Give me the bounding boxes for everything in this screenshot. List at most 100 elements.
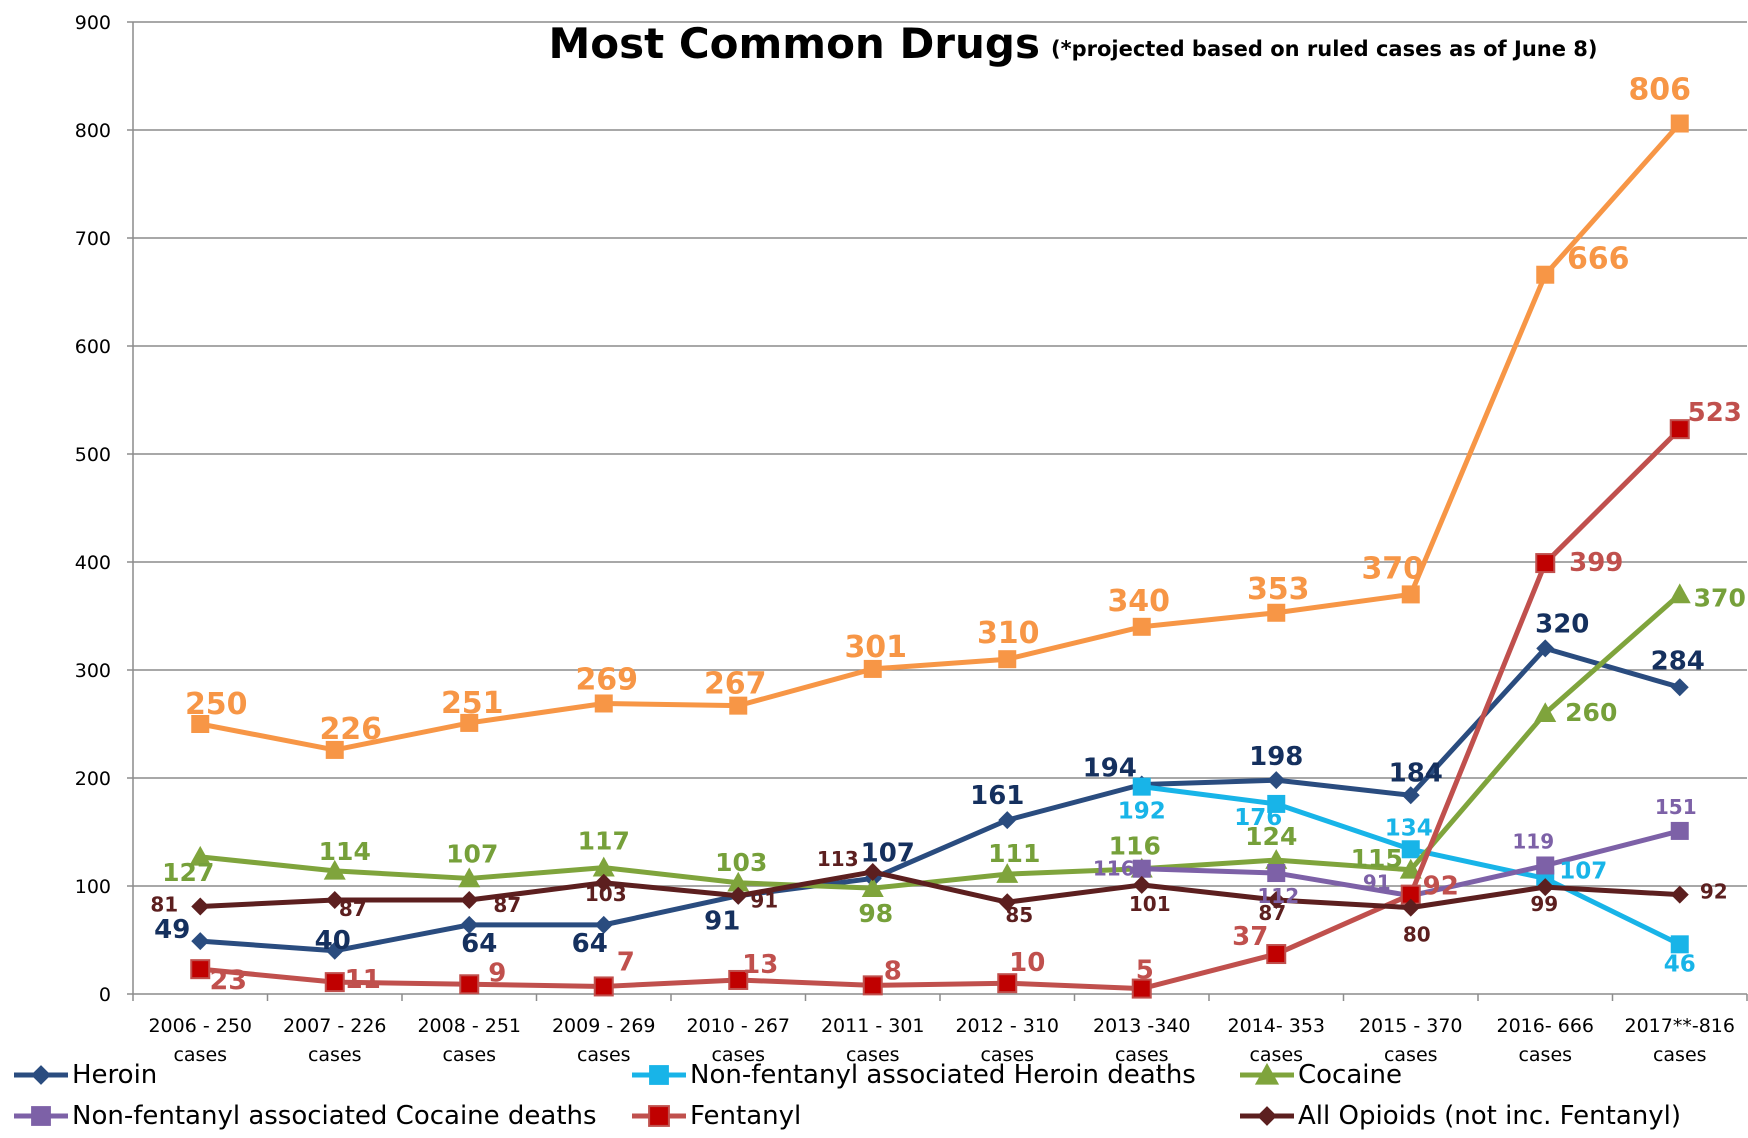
data-label: 107: [861, 838, 915, 868]
data-label: 251: [441, 686, 504, 721]
x-tick-label: cases: [1115, 1044, 1169, 1066]
data-point: [1399, 858, 1422, 879]
data-point: [324, 972, 345, 993]
data-label: 11: [345, 965, 381, 995]
data-label: 40: [315, 926, 351, 956]
data-label: 301: [844, 630, 907, 665]
data-label: 87: [339, 897, 367, 921]
data-point: [594, 694, 613, 713]
data-label: 267: [704, 667, 767, 702]
legend-label: Fentanyl: [690, 1101, 801, 1131]
data-label: 80: [1403, 923, 1431, 947]
data-label: 49: [154, 915, 190, 945]
y-axis-ticks: 0 100 200 300 400 500 600 700 800 900: [75, 12, 133, 1006]
data-point: [325, 891, 344, 910]
data-label: 260: [1565, 698, 1617, 727]
data-point: [460, 891, 479, 910]
series-line: [200, 869, 1680, 911]
data-label: 92: [1423, 872, 1459, 902]
data-point: [325, 941, 344, 960]
data-point: [1534, 702, 1557, 722]
data-point: [1669, 419, 1690, 440]
y-tick-label: 600: [75, 336, 111, 358]
x-tick-label: 2009 - 269: [552, 1015, 656, 1037]
data-label: 124: [1245, 822, 1297, 851]
x-axis-ticks: 2006 - 250 cases 2007 - 226 cases 2008 - 251…: [132, 994, 1748, 1066]
data-point: [1257, 1106, 1277, 1126]
data-label: 87: [493, 893, 521, 917]
data-label: 134: [1385, 815, 1433, 841]
data-label: 87: [1258, 901, 1286, 925]
x-tick-label: 2016- 666: [1496, 1015, 1594, 1037]
series-line: [200, 645, 1681, 954]
x-tick-label: cases: [173, 1044, 227, 1066]
data-point: [1267, 794, 1286, 813]
data-point: [1536, 878, 1555, 897]
data-point: [998, 811, 1017, 830]
legend: Heroin Non-fentanyl associated Heroin dea…: [14, 1060, 1681, 1131]
y-tick-label: 500: [75, 444, 111, 466]
data-label: 116: [1109, 832, 1161, 861]
x-tick-label: 2017**-816: [1625, 1015, 1735, 1037]
x-tick-label: cases: [1518, 1044, 1572, 1066]
series-line: [199, 121, 1682, 753]
data-point: [325, 740, 344, 759]
legend-item: Cocaine: [1240, 1060, 1402, 1090]
series-unnamed: [191, 114, 1689, 759]
data-label: 111: [988, 839, 1040, 868]
data-point: [727, 871, 750, 892]
data-label: 113: [817, 847, 859, 871]
data-point: [1266, 944, 1287, 965]
data-point: [1267, 891, 1286, 910]
data-label: 81: [150, 893, 178, 917]
data-label: 353: [1247, 572, 1310, 607]
data-label: 370: [1694, 583, 1746, 612]
data-point: [191, 715, 210, 733]
data-label: 101: [1129, 892, 1171, 916]
data-label: 523: [1688, 398, 1742, 428]
series-layer: [189, 114, 1691, 999]
y-tick-label: 100: [75, 876, 111, 898]
data-point: [459, 974, 480, 995]
data-label: 161: [970, 781, 1024, 811]
data-label: 269: [575, 662, 638, 697]
data-point: [1536, 265, 1555, 284]
data-point: [1535, 553, 1556, 574]
data-label: 399: [1569, 548, 1623, 578]
data-point: [998, 893, 1017, 912]
data-point: [1132, 875, 1151, 894]
data-point: [1267, 603, 1286, 622]
x-tick-label: cases: [1249, 1044, 1303, 1066]
data-point: [1132, 859, 1151, 878]
y-tick-label: 700: [75, 228, 111, 250]
data-point: [1254, 1062, 1280, 1085]
data-point: [996, 863, 1019, 883]
data-label: 176: [1234, 805, 1282, 831]
x-tick-label: cases: [1384, 1044, 1438, 1066]
data-point: [863, 862, 882, 881]
data-point: [458, 867, 481, 888]
chart-title: Most Common Drugs: [549, 19, 1040, 68]
data-point: [593, 976, 614, 997]
data-label: 37: [1232, 922, 1268, 952]
data-point: [728, 969, 749, 990]
data-label: 117: [578, 827, 630, 856]
data-point: [1668, 583, 1691, 604]
data-label: 370: [1361, 551, 1424, 586]
data-point: [1670, 935, 1689, 954]
data-point: [1132, 777, 1151, 796]
x-tick-label: cases: [308, 1044, 362, 1066]
data-label: 226: [319, 712, 382, 747]
data-label: 198: [1249, 742, 1303, 772]
data-label: 7: [617, 947, 635, 977]
legend-item: All Opioids (not inc. Fentanyl): [1240, 1101, 1681, 1131]
data-point: [190, 959, 211, 980]
y-tick-label: 300: [75, 660, 111, 682]
data-label: 194: [1083, 753, 1137, 783]
data-point: [460, 713, 479, 732]
data-label: 8: [884, 956, 902, 986]
gridlines: [133, 21, 1747, 887]
data-label: 9: [488, 958, 506, 988]
